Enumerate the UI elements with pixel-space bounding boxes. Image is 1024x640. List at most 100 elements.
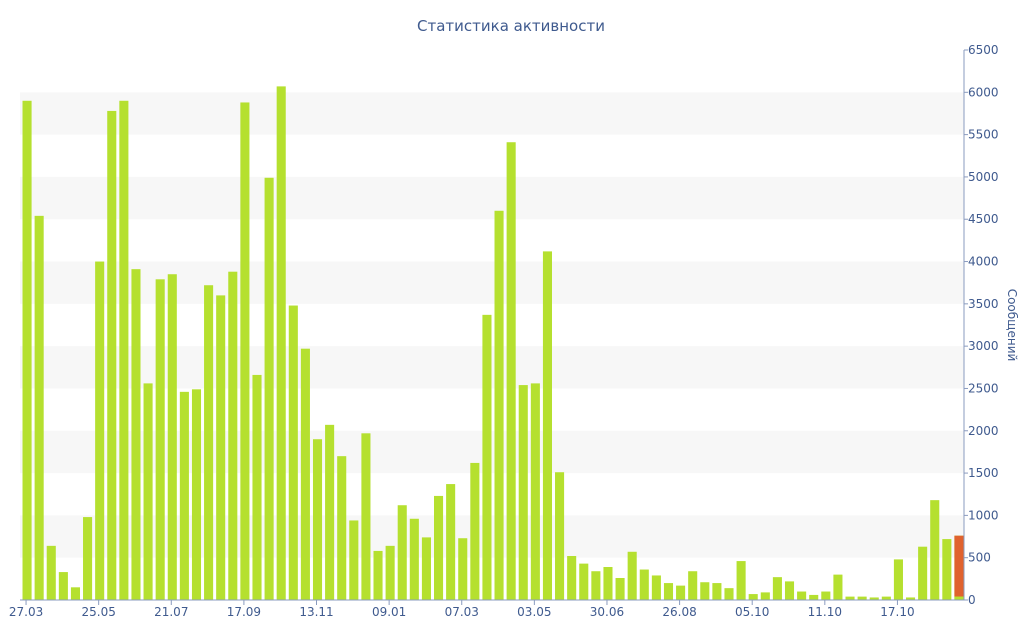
bar	[288, 305, 298, 600]
bar	[724, 588, 734, 600]
bar	[784, 581, 795, 600]
bar	[506, 142, 516, 600]
bar	[325, 424, 335, 600]
bar	[143, 383, 153, 600]
bar	[518, 385, 528, 600]
bar	[712, 583, 722, 600]
bar	[361, 433, 371, 600]
bar	[494, 210, 504, 600]
bar	[337, 456, 347, 600]
bar	[434, 495, 444, 600]
bar	[155, 279, 165, 600]
bar	[906, 597, 916, 600]
bar	[119, 100, 129, 601]
bar	[204, 285, 214, 600]
x-tick-label: 17.10	[880, 605, 914, 619]
grid-band	[20, 92, 964, 135]
x-axis-ticks: 27.03 25.05 21.07 17.09 13.11 09.01 07.03 03.05…	[9, 600, 915, 619]
bar	[615, 578, 625, 600]
bar	[409, 518, 419, 600]
bar	[95, 261, 105, 600]
y-tick-label: 5000	[968, 170, 999, 184]
bars-group	[22, 86, 964, 601]
bar	[591, 571, 601, 600]
x-tick-label: 05.10	[735, 605, 769, 619]
bar	[191, 389, 202, 600]
bar	[542, 251, 552, 600]
bar	[228, 271, 238, 600]
y-tick-label: 4000	[968, 255, 999, 269]
bar	[34, 215, 44, 600]
y-tick-label: 6000	[968, 85, 999, 99]
x-tick-label: 30.06	[590, 605, 624, 619]
bar	[930, 500, 940, 600]
bar	[397, 505, 407, 600]
bar	[179, 391, 189, 600]
bar	[131, 269, 141, 600]
bar	[603, 567, 613, 600]
y-tick-label: 2500	[968, 381, 999, 395]
bar	[312, 439, 323, 600]
x-tick-label: 09.01	[372, 605, 406, 619]
bar	[809, 594, 819, 600]
bar	[83, 517, 93, 600]
bar	[918, 546, 928, 600]
bar	[821, 591, 831, 600]
bar	[736, 561, 746, 600]
y-tick-label: 1000	[968, 508, 999, 522]
bar	[797, 591, 807, 600]
bar	[300, 348, 310, 600]
bar	[942, 539, 952, 600]
y-tick-label: 6500	[968, 43, 999, 57]
bar-highlight-base	[954, 596, 964, 600]
bar	[264, 177, 274, 600]
bar	[530, 383, 540, 600]
bar	[470, 462, 480, 600]
x-tick-label: 07.03	[445, 605, 479, 619]
bar	[555, 472, 565, 600]
bar	[688, 571, 698, 600]
bar	[869, 597, 879, 600]
bar	[46, 545, 56, 600]
grid-band	[20, 346, 964, 389]
bar	[373, 550, 383, 600]
y-tick-label: 0	[968, 593, 976, 607]
bar	[845, 596, 855, 600]
bar	[651, 575, 661, 600]
bar	[772, 577, 782, 600]
x-tick-label: 27.03	[9, 605, 43, 619]
bar	[881, 596, 891, 600]
y-tick-label: 5500	[968, 128, 999, 142]
x-tick-label: 13.11	[299, 605, 333, 619]
grid-band	[20, 261, 964, 304]
grid-band	[20, 176, 964, 220]
chart-title: Статистика активности	[417, 17, 605, 35]
y-tick-label: 3500	[968, 297, 999, 311]
bar	[216, 295, 226, 600]
bar	[627, 551, 637, 600]
bar	[458, 538, 468, 600]
y-tick-label: 4500	[968, 212, 999, 226]
y-tick-label: 500	[968, 551, 991, 565]
bar	[107, 110, 117, 600]
bar-highlight	[954, 535, 964, 597]
grid-band	[20, 515, 964, 558]
bar	[240, 102, 250, 600]
bar	[22, 100, 32, 601]
bar	[639, 569, 649, 600]
x-tick-label: 21.07	[154, 605, 188, 619]
bar	[700, 582, 710, 600]
bar	[833, 574, 843, 600]
bar	[857, 596, 867, 600]
bar	[349, 520, 359, 600]
x-tick-label: 26.08	[662, 605, 696, 619]
bar	[70, 587, 80, 600]
x-tick-label: 11.10	[808, 605, 842, 619]
bar	[167, 274, 177, 600]
bar	[276, 86, 286, 600]
bar	[446, 484, 456, 600]
bar	[579, 563, 589, 600]
x-tick-label: 03.05	[517, 605, 551, 619]
bar	[252, 374, 262, 600]
